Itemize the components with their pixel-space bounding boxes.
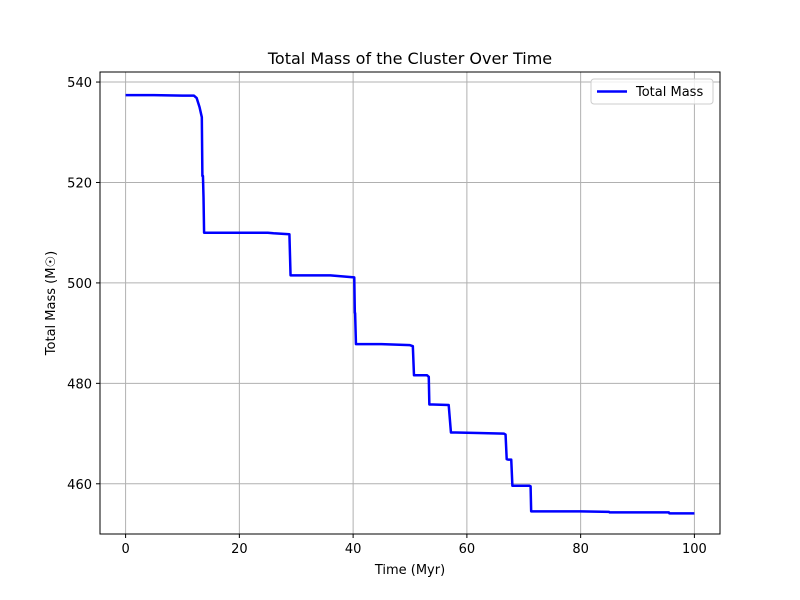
- x-tick-label: 60: [459, 542, 476, 557]
- legend-label: Total Mass: [635, 85, 703, 100]
- x-axis-label: Time (Myr): [374, 563, 445, 578]
- y-tick-label: 460: [67, 478, 92, 493]
- x-tick-label: 20: [231, 542, 248, 557]
- chart-title: Total Mass of the Cluster Over Time: [267, 49, 552, 68]
- plot-frame: [99, 71, 721, 535]
- axis-ticks: 0 20 40 60 80 100 460 480 500 520 540: [67, 76, 707, 557]
- series-layer: [125, 93, 695, 515]
- y-axis-label: Total Mass (M☉): [44, 251, 59, 356]
- y-tick-label: 540: [67, 76, 92, 91]
- series-line-total-mass: [125, 93, 695, 515]
- x-tick-label: 40: [345, 542, 362, 557]
- y-tick-label: 520: [67, 176, 92, 191]
- x-tick-label: 0: [121, 542, 129, 557]
- x-tick-label: 80: [572, 542, 589, 557]
- y-tick-label: 480: [67, 377, 92, 392]
- y-tick-label: 500: [67, 277, 92, 292]
- x-tick-label: 100: [682, 542, 707, 557]
- legend: Total Mass: [590, 78, 714, 105]
- legend-box: [590, 78, 714, 105]
